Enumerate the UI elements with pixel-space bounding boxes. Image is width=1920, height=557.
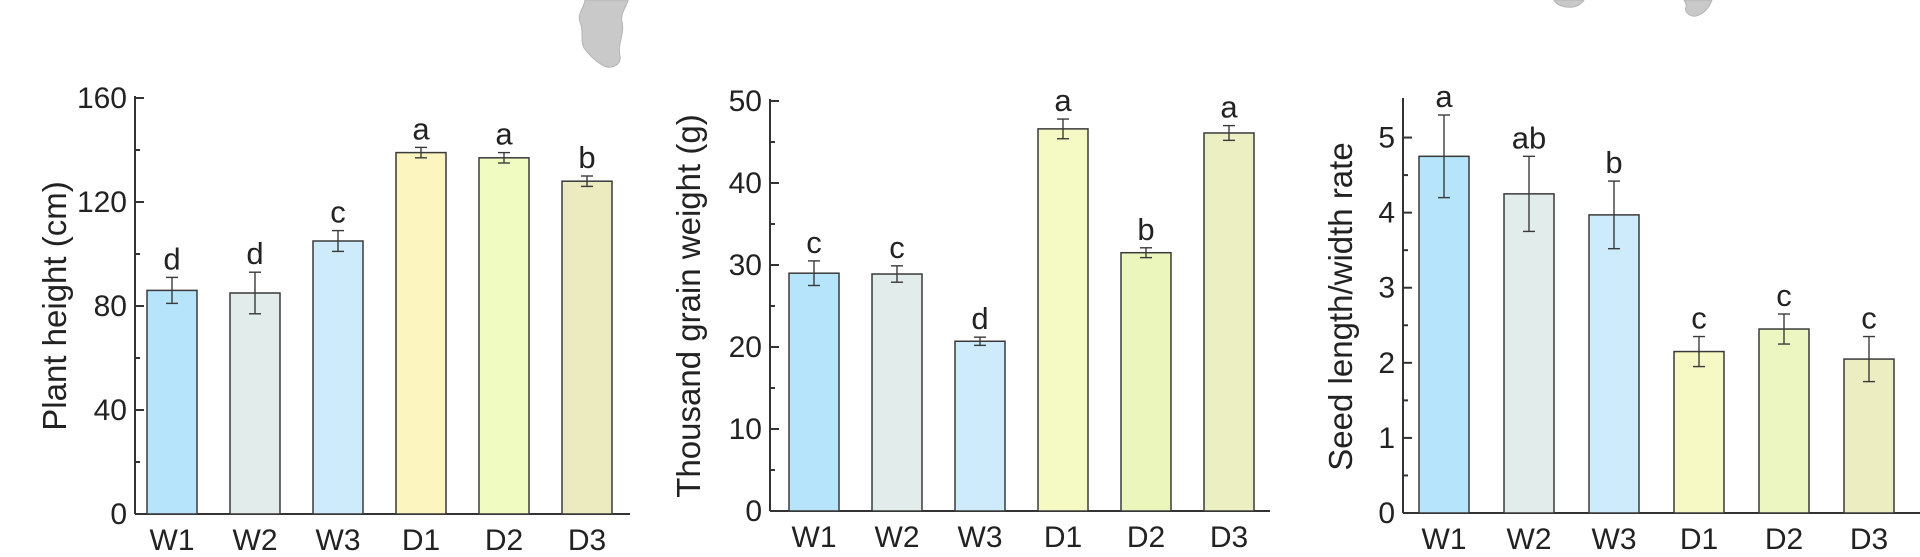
panel-seed-length-width-rate: 0 1 2 3 4 5 Seed length/width rate a W1 ab W2 b W3 c D…	[1322, 79, 1920, 556]
bar-d1	[395, 151, 447, 515]
significance-label: c	[806, 225, 822, 260]
y-tick-label: 50	[729, 85, 762, 118]
x-tick-label: D2	[1765, 523, 1803, 556]
significance-label: c	[330, 195, 346, 230]
significance-label: a	[1220, 90, 1238, 125]
bar-w3	[1588, 214, 1640, 514]
y-axis-label: Thousand grain weight (g)	[670, 114, 707, 497]
bar-w1	[1418, 155, 1470, 514]
photo-fragment-right-b	[1683, 0, 1713, 17]
y-tick-label: 20	[729, 331, 762, 364]
bar-w3	[312, 240, 364, 515]
y-tick-label: 3	[1378, 272, 1395, 305]
significance-label: b	[1605, 145, 1622, 180]
significance-label: ab	[1512, 120, 1546, 155]
y-tick-label: 0	[745, 495, 762, 528]
y-tick-label: 10	[729, 413, 762, 446]
y-axis-label: Seed length/width rate	[1322, 142, 1359, 470]
y-tick-label: 5	[1378, 122, 1395, 155]
y-tick-label: 0	[110, 498, 127, 531]
x-tick-label: W3	[958, 521, 1003, 554]
bar-w3	[954, 340, 1006, 512]
significance-label: c	[1776, 278, 1792, 313]
x-tick-label: D1	[1044, 521, 1082, 554]
significance-label: c	[1691, 301, 1707, 336]
significance-label: d	[163, 241, 180, 276]
significance-label: a	[495, 117, 513, 152]
bar-d2	[1120, 251, 1172, 512]
x-tick-label: W1	[150, 524, 195, 557]
significance-label: d	[971, 301, 988, 336]
x-tick-label: W3	[1592, 523, 1637, 556]
y-tick-label: 160	[77, 82, 127, 115]
y-tick-label: 80	[94, 290, 127, 323]
significance-label: c	[889, 230, 905, 265]
significance-label: c	[1861, 301, 1877, 336]
y-tick-label: 4	[1378, 197, 1395, 230]
x-tick-label: D1	[1680, 523, 1718, 556]
x-tick-label: D3	[1210, 521, 1248, 554]
significance-label: b	[1137, 212, 1154, 247]
x-tick-label: D2	[485, 524, 523, 557]
bar-w2	[229, 292, 281, 515]
y-tick-label: 1	[1378, 422, 1395, 455]
x-tick-label: D3	[1850, 523, 1888, 556]
y-tick-label: 2	[1378, 347, 1395, 380]
bar-d3	[1203, 132, 1255, 512]
bar-w2	[871, 273, 923, 512]
y-tick-label: 0	[1378, 497, 1395, 530]
y-tick-label: 40	[94, 394, 127, 427]
x-tick-label: W1	[1422, 523, 1467, 556]
bar-d2	[478, 157, 530, 515]
bar-d1	[1037, 128, 1089, 512]
significance-label: a	[1054, 83, 1072, 118]
x-tick-label: W3	[316, 524, 361, 557]
x-tick-label: D2	[1127, 521, 1165, 554]
y-tick-label: 30	[729, 249, 762, 282]
x-tick-label: W2	[233, 524, 278, 557]
panel-thousand-grain-weight: 0 10 20 30 40 50 Thousand grain weight (g) c W1 c…	[670, 83, 1270, 554]
significance-label: a	[412, 111, 430, 146]
bar-w1	[788, 272, 840, 512]
x-tick-label: W2	[875, 521, 920, 554]
y-axis-label: Plant height (cm)	[36, 181, 73, 430]
bar-w1	[146, 289, 198, 515]
bar-w2	[1503, 193, 1555, 514]
bar-d2	[1758, 328, 1810, 514]
y-tick-label: 40	[729, 167, 762, 200]
significance-label: b	[578, 140, 595, 175]
panel-plant-height: 0 40 80 120 160 Plant height (cm) d W1 d W2 c W3 a D1…	[36, 82, 630, 557]
x-tick-label: W1	[792, 521, 837, 554]
x-tick-label: D1	[402, 524, 440, 557]
x-tick-label: W2	[1507, 523, 1552, 556]
photo-fragment-left	[578, 0, 629, 68]
significance-label: d	[246, 236, 263, 271]
significance-label: a	[1435, 79, 1453, 114]
y-tick-label: 120	[77, 186, 127, 219]
bar-d3	[561, 180, 613, 515]
x-tick-label: D3	[568, 524, 606, 557]
photo-fragment-right-a	[1553, 0, 1585, 8]
bar-d1	[1673, 350, 1725, 514]
